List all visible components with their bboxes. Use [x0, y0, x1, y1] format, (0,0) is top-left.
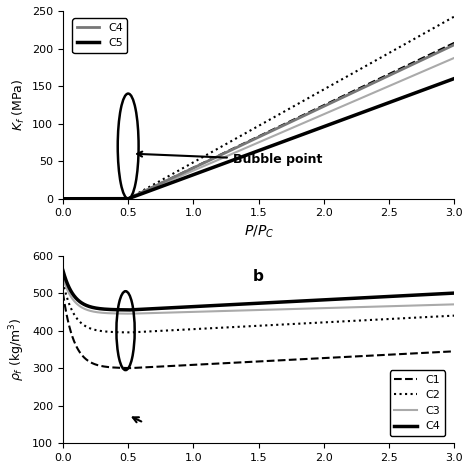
C1: [219, 360, 224, 366]
C2: [366, 317, 371, 323]
Legend: C4, C5: C4, C5: [72, 18, 127, 53]
C3: [219, 308, 224, 314]
C2: [372, 58, 378, 63]
C5: [100, 196, 106, 202]
C1: [366, 353, 371, 359]
C2: [233, 136, 238, 142]
Y-axis label: $\rho_f$ (kg/m$^3$): $\rho_f$ (kg/m$^3$): [7, 318, 26, 381]
C2: [365, 62, 371, 68]
C4: [100, 306, 106, 312]
Text: b: b: [253, 269, 264, 284]
C2: [329, 319, 335, 325]
C2: [219, 325, 224, 330]
C1: [373, 352, 378, 358]
C5: [60, 196, 66, 202]
C4: [451, 290, 457, 296]
Line: C2: C2: [63, 16, 454, 199]
C2: [100, 329, 106, 334]
Line: C5: C5: [63, 78, 454, 199]
C3: [100, 310, 106, 316]
C4: [60, 196, 66, 202]
Legend: C1, C2, C3, C4: C1, C2, C3, C4: [390, 370, 445, 436]
C1: [233, 360, 238, 366]
C4: [219, 302, 224, 308]
C4: [365, 83, 371, 88]
C1: [60, 290, 66, 296]
C5: [372, 105, 378, 110]
C1: [451, 40, 457, 46]
C1: [365, 81, 371, 87]
C4: [373, 294, 378, 300]
C3: [60, 275, 66, 281]
C1: [233, 145, 238, 150]
C4: [219, 152, 224, 157]
C5: [219, 162, 224, 167]
Line: C4: C4: [63, 271, 454, 310]
C4: [60, 268, 66, 274]
C3: [329, 305, 335, 311]
C4: [451, 42, 457, 47]
C3: [329, 108, 335, 114]
C3: [125, 311, 131, 317]
C1: [451, 348, 457, 354]
C4: [329, 100, 335, 105]
C2: [100, 196, 106, 202]
C3: [365, 92, 371, 98]
C3: [233, 149, 238, 155]
C2: [60, 196, 66, 202]
C1: [60, 196, 66, 202]
Line: C2: C2: [63, 282, 454, 332]
C5: [451, 76, 457, 81]
C2: [329, 82, 335, 88]
C2: [373, 317, 378, 322]
Y-axis label: $K_f$ (MPa): $K_f$ (MPa): [10, 78, 26, 131]
C1: [125, 365, 131, 371]
C5: [329, 121, 335, 126]
C4: [100, 196, 106, 202]
C3: [451, 302, 457, 307]
C4: [233, 302, 238, 307]
C4: [233, 145, 238, 151]
C2: [233, 324, 238, 330]
C2: [451, 313, 457, 319]
Line: C3: C3: [63, 58, 454, 199]
C4: [372, 79, 378, 85]
C3: [451, 55, 457, 61]
C1: [100, 363, 106, 369]
X-axis label: $P/P_C$: $P/P_C$: [243, 224, 274, 241]
C2: [60, 279, 66, 285]
C1: [372, 78, 378, 84]
C2: [451, 14, 457, 19]
C3: [373, 304, 378, 309]
C1: [329, 355, 335, 360]
C1: [219, 151, 224, 157]
Line: C4: C4: [63, 45, 454, 199]
C1: [100, 196, 106, 202]
C4: [125, 307, 131, 313]
C3: [233, 308, 238, 313]
Line: C1: C1: [63, 293, 454, 368]
C3: [219, 156, 224, 161]
C3: [100, 196, 106, 202]
C1: [329, 99, 335, 104]
C4: [366, 295, 371, 300]
C3: [366, 304, 371, 310]
C3: [372, 89, 378, 95]
C4: [329, 297, 335, 302]
C3: [60, 196, 66, 202]
Line: C3: C3: [63, 278, 454, 314]
Text: Bubble point: Bubble point: [137, 152, 322, 166]
C5: [233, 157, 238, 162]
C5: [365, 108, 371, 113]
C2: [125, 329, 131, 335]
C2: [219, 144, 224, 149]
Line: C1: C1: [63, 43, 454, 199]
